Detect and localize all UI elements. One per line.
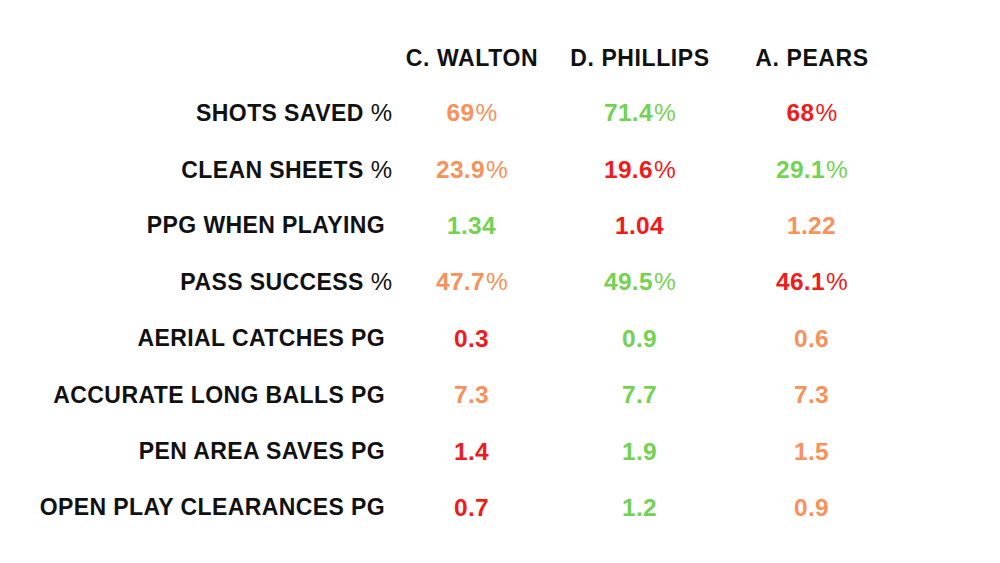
- stat-value-number: 1.04: [615, 212, 664, 239]
- stat-value-number: 71.4: [604, 99, 653, 126]
- stat-value: 1.22: [728, 212, 896, 240]
- stat-value: 0.6: [728, 325, 896, 353]
- stat-value-number: 7.7: [622, 381, 657, 408]
- player-name-col-3: A. PEARS: [728, 45, 896, 72]
- stat-value-number: 47.7: [436, 268, 485, 295]
- stat-value-number: 1.4: [454, 438, 489, 465]
- stat-value: 7.3: [728, 381, 896, 409]
- stat-value-number: 7.3: [454, 381, 489, 408]
- stat-value: 71.4%: [552, 99, 728, 127]
- stat-value-number: 29.1: [776, 156, 825, 183]
- player-name-col-1: C. WALTON: [392, 45, 552, 72]
- stat-label-text: ACCURATE LONG BALLS PG: [53, 382, 385, 409]
- stat-value-suffix: %: [815, 99, 837, 126]
- stat-label-text: AERIAL CATCHES PG: [138, 325, 385, 352]
- stat-row: OPEN PLAY CLEARANCES PG 0.7 1.2 0.9: [0, 480, 1000, 536]
- stat-value: 47.7%: [392, 268, 552, 296]
- stat-value: 46.1%: [728, 268, 896, 296]
- stat-value-suffix: %: [654, 268, 676, 295]
- stat-label: CLEAN SHEETS %: [0, 156, 392, 184]
- stat-value-suffix: %: [486, 156, 508, 183]
- stat-row: ACCURATE LONG BALLS PG 7.3 7.7 7.3: [0, 367, 1000, 423]
- stat-value: 1.04: [552, 212, 728, 240]
- stat-label-suffix: %: [371, 156, 392, 184]
- stat-row: PASS SUCCESS % 47.7% 49.5% 46.1%: [0, 254, 1000, 310]
- stat-label-text: PPG WHEN PLAYING: [147, 212, 385, 239]
- stat-value-number: 7.3: [794, 381, 829, 408]
- stat-label: PPG WHEN PLAYING: [0, 212, 392, 239]
- stat-value-number: 1.9: [622, 438, 657, 465]
- stat-value: 1.34: [392, 212, 552, 240]
- stat-value-number: 1.22: [787, 212, 836, 239]
- stat-value-number: 46.1: [776, 268, 825, 295]
- stat-label: AERIAL CATCHES PG: [0, 325, 392, 352]
- stat-value-number: 49.5: [604, 268, 653, 295]
- stat-value: 23.9%: [392, 156, 552, 184]
- stat-row: PPG WHEN PLAYING 1.34 1.04 1.22: [0, 198, 1000, 254]
- stat-value-suffix: %: [826, 156, 848, 183]
- stat-label: PASS SUCCESS %: [0, 268, 392, 296]
- stat-value-number: 0.9: [622, 325, 657, 352]
- stat-value-suffix: %: [475, 99, 497, 126]
- stat-label: SHOTS SAVED %: [0, 99, 392, 127]
- stat-value: 0.9: [552, 325, 728, 353]
- stat-label: ACCURATE LONG BALLS PG: [0, 382, 392, 409]
- stat-label-text: OPEN PLAY CLEARANCES PG: [40, 494, 385, 521]
- stat-row: PEN AREA SAVES PG 1.4 1.9 1.5: [0, 423, 1000, 479]
- stat-value: 1.9: [552, 438, 728, 466]
- stat-value-number: 69: [447, 99, 475, 126]
- stat-label-text: PEN AREA SAVES PG: [139, 438, 385, 465]
- stat-value-number: 0.9: [794, 494, 829, 521]
- stat-value: 7.3: [392, 381, 552, 409]
- stat-value-suffix: %: [654, 156, 676, 183]
- stat-label-text: SHOTS SAVED: [196, 100, 364, 127]
- stat-rows-container: SHOTS SAVED % 69% 71.4% 68% CLEAN SHEETS…: [0, 85, 1000, 536]
- stat-value: 1.4: [392, 438, 552, 466]
- stat-value-number: 1.34: [447, 212, 496, 239]
- stat-label-text: PASS SUCCESS: [180, 269, 363, 296]
- stat-row: CLEAN SHEETS % 23.9% 19.6% 29.1%: [0, 141, 1000, 197]
- player-name-col-2: D. PHILLIPS: [552, 45, 728, 72]
- stat-label-suffix: %: [371, 99, 392, 127]
- stat-row: AERIAL CATCHES PG 0.3 0.9 0.6: [0, 311, 1000, 367]
- stat-value-number: 23.9: [436, 156, 485, 183]
- stat-value-number: 19.6: [604, 156, 653, 183]
- stat-value: 29.1%: [728, 156, 896, 184]
- stat-value: 7.7: [552, 381, 728, 409]
- stat-value-number: 68: [787, 99, 815, 126]
- stat-value-suffix: %: [654, 99, 676, 126]
- goalkeeper-stats-comparison-table: C. WALTON D. PHILLIPS A. PEARS SHOTS SAV…: [0, 0, 1000, 563]
- stat-value-number: 1.5: [794, 438, 829, 465]
- stat-label-text: CLEAN SHEETS: [181, 157, 363, 184]
- stat-value-number: 0.7: [454, 494, 489, 521]
- stat-value-number: 0.3: [454, 325, 489, 352]
- stat-value-number: 1.2: [622, 494, 657, 521]
- stat-value: 49.5%: [552, 268, 728, 296]
- stat-label: OPEN PLAY CLEARANCES PG: [0, 494, 392, 521]
- stat-value-number: 0.6: [794, 325, 829, 352]
- header-row: C. WALTON D. PHILLIPS A. PEARS: [0, 36, 1000, 80]
- stat-value: 69%: [392, 99, 552, 127]
- stat-label: PEN AREA SAVES PG: [0, 438, 392, 465]
- stat-value: 68%: [728, 99, 896, 127]
- stat-value: 0.9: [728, 494, 896, 522]
- stat-label-suffix: %: [371, 268, 392, 296]
- stat-row: SHOTS SAVED % 69% 71.4% 68%: [0, 85, 1000, 141]
- stat-value: 0.7: [392, 494, 552, 522]
- stat-value: 0.3: [392, 325, 552, 353]
- stat-value-suffix: %: [826, 268, 848, 295]
- stat-value-suffix: %: [486, 268, 508, 295]
- stat-value: 19.6%: [552, 156, 728, 184]
- stat-value: 1.5: [728, 438, 896, 466]
- stat-value: 1.2: [552, 494, 728, 522]
